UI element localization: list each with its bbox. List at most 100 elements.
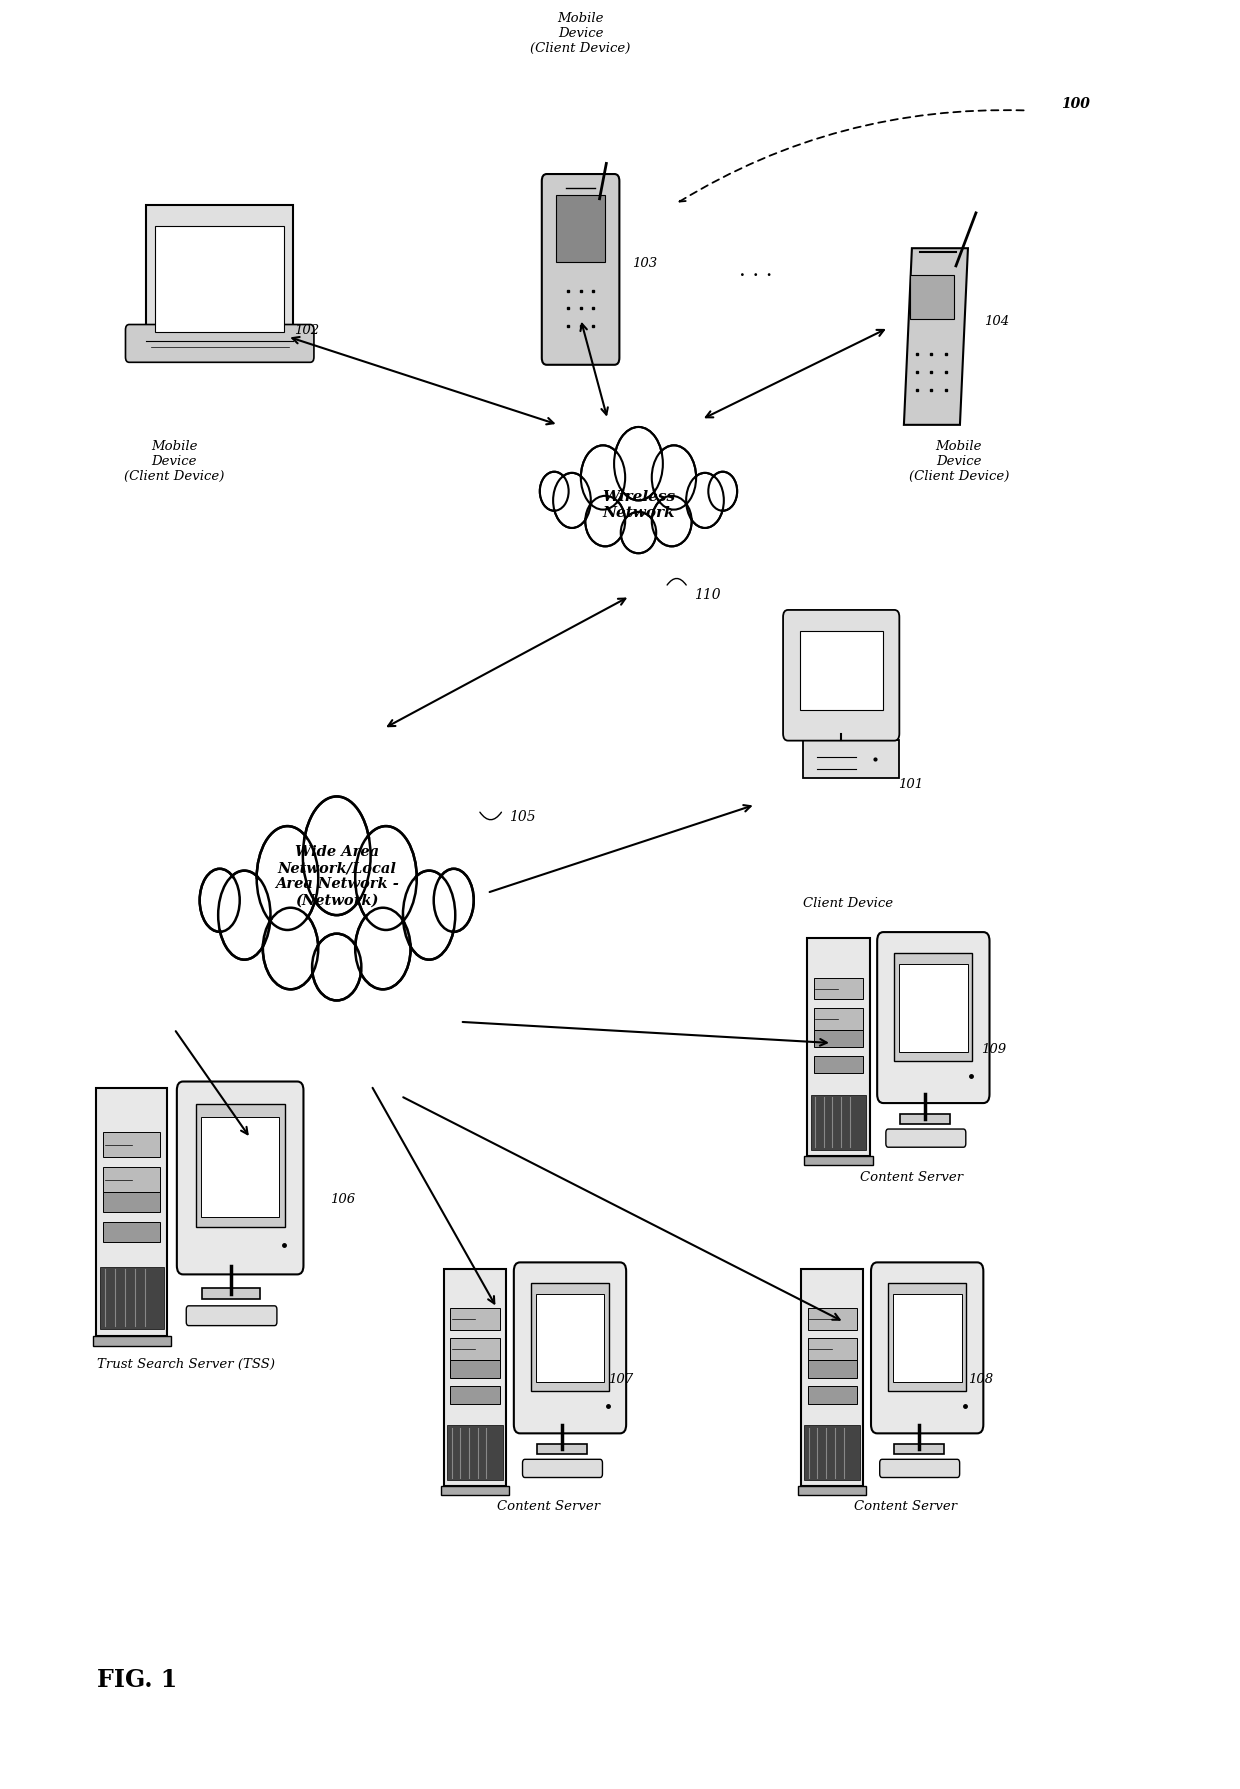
Ellipse shape <box>201 871 238 930</box>
FancyBboxPatch shape <box>893 1295 961 1383</box>
Text: 102: 102 <box>294 324 319 336</box>
Ellipse shape <box>614 428 663 501</box>
Text: Mobile
Device
(Client Device): Mobile Device (Client Device) <box>909 440 1009 483</box>
Text: Mobile
Device
(Client Device): Mobile Device (Client Device) <box>531 13 631 55</box>
Ellipse shape <box>435 871 472 930</box>
Text: Content Server: Content Server <box>854 1499 957 1512</box>
FancyBboxPatch shape <box>450 1338 500 1360</box>
Ellipse shape <box>587 499 624 546</box>
Ellipse shape <box>259 830 316 927</box>
Ellipse shape <box>357 830 414 927</box>
Ellipse shape <box>539 472 569 512</box>
FancyBboxPatch shape <box>125 326 314 363</box>
Ellipse shape <box>305 801 368 911</box>
FancyBboxPatch shape <box>807 1360 857 1378</box>
FancyBboxPatch shape <box>146 206 293 342</box>
Text: Content Server: Content Server <box>861 1170 963 1184</box>
FancyBboxPatch shape <box>813 1056 863 1073</box>
FancyBboxPatch shape <box>805 1426 861 1480</box>
Text: Wireless
Network: Wireless Network <box>601 490 675 521</box>
Text: 103: 103 <box>632 258 657 270</box>
FancyBboxPatch shape <box>807 1308 857 1329</box>
FancyBboxPatch shape <box>522 1460 603 1478</box>
Text: 108: 108 <box>968 1372 993 1385</box>
FancyBboxPatch shape <box>894 1444 944 1454</box>
FancyBboxPatch shape <box>100 1267 164 1329</box>
Ellipse shape <box>709 474 737 510</box>
FancyBboxPatch shape <box>813 1009 863 1030</box>
FancyBboxPatch shape <box>444 1268 506 1487</box>
Text: 107: 107 <box>608 1372 632 1385</box>
Text: Client Device: Client Device <box>802 896 893 911</box>
FancyBboxPatch shape <box>202 1288 259 1301</box>
Ellipse shape <box>265 911 316 986</box>
Ellipse shape <box>583 449 624 508</box>
FancyBboxPatch shape <box>201 1116 279 1218</box>
Text: 104: 104 <box>985 315 1009 327</box>
FancyBboxPatch shape <box>813 1030 863 1048</box>
Ellipse shape <box>622 513 655 553</box>
Ellipse shape <box>312 934 361 1000</box>
FancyBboxPatch shape <box>97 1088 167 1336</box>
FancyBboxPatch shape <box>441 1487 510 1496</box>
Text: 105: 105 <box>510 810 536 825</box>
Ellipse shape <box>580 445 625 510</box>
FancyBboxPatch shape <box>537 1444 587 1454</box>
Ellipse shape <box>221 875 268 957</box>
FancyBboxPatch shape <box>894 954 972 1061</box>
FancyBboxPatch shape <box>186 1306 277 1326</box>
Ellipse shape <box>652 445 696 510</box>
FancyBboxPatch shape <box>813 979 863 1000</box>
Ellipse shape <box>257 827 319 930</box>
FancyBboxPatch shape <box>885 1129 966 1147</box>
FancyBboxPatch shape <box>879 1460 960 1478</box>
FancyBboxPatch shape <box>103 1191 160 1213</box>
Text: Wide Area
Network/Local
Area Network -
(Network): Wide Area Network/Local Area Network - (… <box>275 844 398 907</box>
FancyBboxPatch shape <box>900 1115 950 1123</box>
FancyBboxPatch shape <box>155 227 284 333</box>
FancyBboxPatch shape <box>807 1386 857 1404</box>
Ellipse shape <box>263 909 319 989</box>
FancyBboxPatch shape <box>805 1156 873 1165</box>
Ellipse shape <box>357 911 408 986</box>
Ellipse shape <box>403 871 455 961</box>
Ellipse shape <box>585 497 625 547</box>
FancyBboxPatch shape <box>870 1263 983 1433</box>
Text: 101: 101 <box>898 778 924 791</box>
Ellipse shape <box>200 869 239 932</box>
Text: FIG. 1: FIG. 1 <box>97 1667 177 1691</box>
Ellipse shape <box>554 476 589 526</box>
FancyBboxPatch shape <box>93 1336 171 1347</box>
FancyBboxPatch shape <box>802 741 899 778</box>
Text: Content Server: Content Server <box>497 1499 600 1512</box>
FancyBboxPatch shape <box>450 1360 500 1378</box>
Ellipse shape <box>621 513 656 555</box>
FancyBboxPatch shape <box>531 1285 609 1392</box>
Polygon shape <box>904 249 968 426</box>
FancyBboxPatch shape <box>103 1132 160 1157</box>
Text: 100: 100 <box>1061 97 1090 111</box>
FancyBboxPatch shape <box>536 1295 604 1383</box>
FancyBboxPatch shape <box>177 1082 304 1276</box>
Text: 109: 109 <box>981 1043 1006 1056</box>
Text: Trust Search Server (TSS): Trust Search Server (TSS) <box>98 1358 275 1370</box>
Ellipse shape <box>708 472 737 512</box>
FancyBboxPatch shape <box>450 1386 500 1404</box>
Ellipse shape <box>653 449 694 508</box>
FancyBboxPatch shape <box>800 632 883 710</box>
FancyBboxPatch shape <box>807 1338 857 1360</box>
Ellipse shape <box>652 497 692 547</box>
Ellipse shape <box>553 474 590 530</box>
Ellipse shape <box>434 869 474 932</box>
FancyBboxPatch shape <box>557 197 605 263</box>
FancyBboxPatch shape <box>448 1426 503 1480</box>
FancyBboxPatch shape <box>542 175 620 365</box>
Ellipse shape <box>616 431 661 497</box>
FancyBboxPatch shape <box>513 1263 626 1433</box>
Ellipse shape <box>686 474 724 530</box>
FancyBboxPatch shape <box>103 1222 160 1242</box>
Text: Mobile
Device
(Client Device): Mobile Device (Client Device) <box>124 440 224 483</box>
Ellipse shape <box>355 827 417 930</box>
Text: . . .: . . . <box>739 261 773 279</box>
Text: 106: 106 <box>331 1191 356 1206</box>
